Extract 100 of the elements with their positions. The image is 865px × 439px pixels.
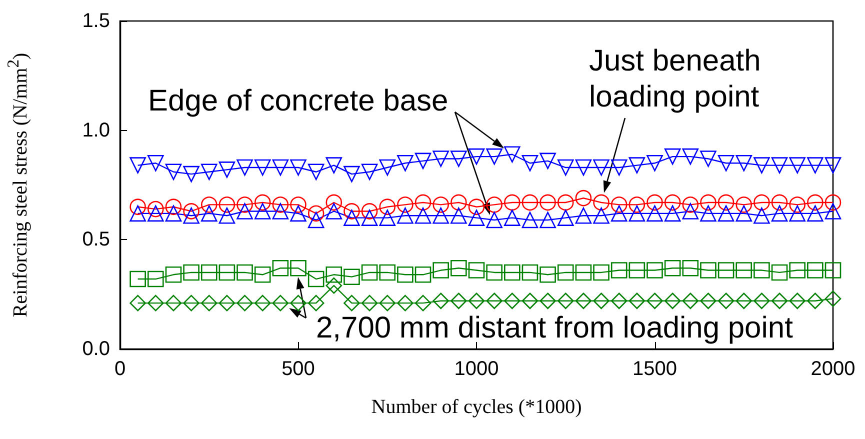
point [414,294,432,312]
point [308,205,324,222]
point [700,262,716,278]
point [326,157,342,174]
point [218,207,236,224]
x-axis-title: Number of cycles (*1000) [371,396,582,418]
point [397,196,414,213]
point [593,207,610,224]
point [540,152,556,170]
point [736,196,752,213]
point [361,210,378,226]
point [183,166,200,182]
point [610,159,628,176]
point [718,205,734,222]
point [736,262,752,278]
point [628,262,646,278]
annotation: Just beneath loading point [589,44,761,114]
point [236,159,253,176]
point [575,292,592,310]
point [736,154,752,172]
point [272,159,289,176]
point [682,148,699,165]
point [700,194,716,211]
point [557,159,574,176]
point [664,292,681,310]
point [200,196,218,213]
point [628,292,646,310]
point [700,292,716,310]
point [610,196,628,213]
point [432,292,449,310]
point [468,148,485,165]
point [379,264,396,281]
point [254,266,271,283]
point [486,264,502,281]
point [236,264,253,281]
point [504,264,520,281]
point [254,159,271,176]
point [165,294,182,312]
point [824,157,842,174]
point [682,260,699,276]
point [540,212,556,228]
point [789,205,806,222]
point [557,264,574,281]
annotation: Edge of concrete base [148,84,448,118]
point [771,292,788,310]
point [754,157,770,174]
point [682,203,699,220]
point [824,262,842,278]
point [610,205,628,222]
point [807,292,824,310]
point [397,294,414,312]
point [361,294,378,312]
point [379,294,396,312]
point [254,203,271,220]
point [468,210,485,226]
point [130,198,146,216]
point [504,194,520,211]
point [646,205,663,222]
point [344,268,360,285]
point [807,262,824,278]
point [522,212,538,228]
point [824,194,842,211]
point [218,294,236,312]
point [326,194,342,211]
point [414,194,432,211]
point [397,154,414,172]
point [218,162,236,178]
point [557,194,574,211]
x-tick-label: 500 [282,358,315,380]
point [379,210,396,226]
point [290,159,306,176]
point [414,152,432,170]
point [557,210,574,226]
point [504,210,520,226]
point [593,292,610,310]
point [379,198,396,216]
point [450,260,467,276]
point [754,292,770,310]
point [771,157,788,174]
point [789,262,806,278]
point [736,205,752,222]
point [540,266,556,283]
point [290,205,306,222]
point [361,164,378,180]
point [628,157,646,174]
point [646,194,663,211]
point [468,262,485,278]
point [575,159,592,176]
point [326,277,342,294]
point [486,292,502,310]
point [646,154,663,172]
point [700,150,716,167]
point [771,205,788,222]
point [682,196,699,213]
point [165,164,182,180]
point [628,205,646,222]
point [183,203,200,220]
point [522,292,538,310]
y-tick-label: 1.0 [82,119,110,142]
point [646,262,663,278]
